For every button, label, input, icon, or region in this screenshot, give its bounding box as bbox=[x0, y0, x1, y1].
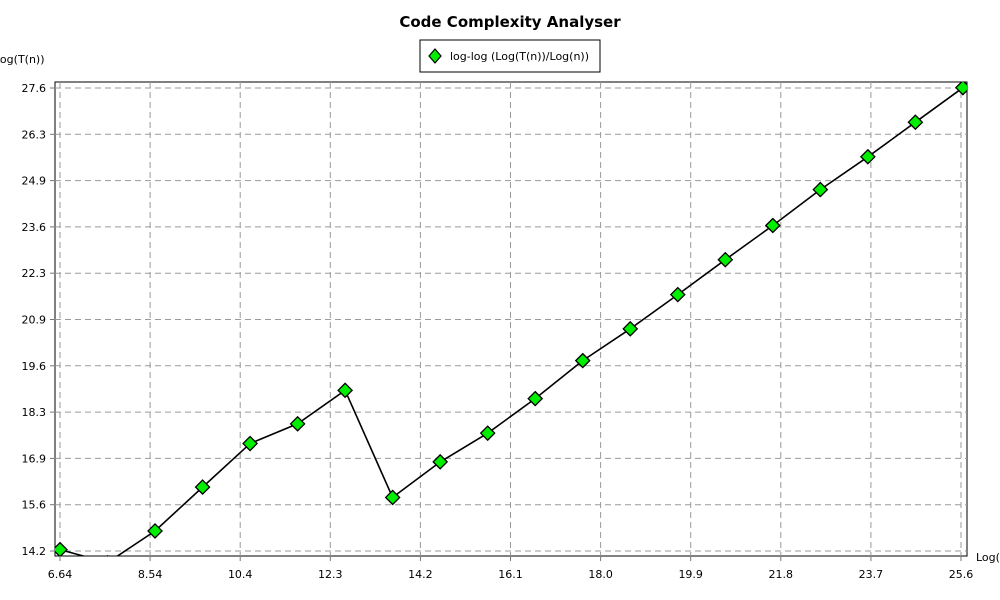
data-point bbox=[622, 320, 639, 337]
x-tick-label: 14.2 bbox=[408, 568, 433, 581]
data-point bbox=[242, 435, 259, 452]
y-tick-label: 26.3 bbox=[22, 128, 47, 141]
x-tick-labels: 6.64 8.54 10.4 12.3 14.2 16.1 18.0 19.9 21.8 23.7… bbox=[48, 556, 974, 581]
y-tick-label: 14.2 bbox=[22, 545, 47, 558]
x-tick-label: 12.3 bbox=[318, 568, 343, 581]
data-point bbox=[574, 352, 591, 369]
y-tick-label: 24.9 bbox=[22, 175, 47, 188]
x-tick-label: 10.4 bbox=[228, 568, 253, 581]
data-point bbox=[289, 415, 306, 432]
series-line bbox=[59, 87, 964, 556]
x-tick-label: 18.0 bbox=[588, 568, 613, 581]
x-tick-label: 21.8 bbox=[769, 568, 794, 581]
x-tick-label: 6.64 bbox=[48, 568, 73, 581]
data-point bbox=[717, 251, 734, 268]
x-tick-label: 8.54 bbox=[138, 568, 163, 581]
y-tick-labels: 14.2 15.6 16.9 18.3 19.6 20.9 22.3 23.6 24.9 26.3… bbox=[22, 82, 55, 558]
data-point bbox=[55, 541, 68, 556]
x-tick-label: 25.6 bbox=[949, 568, 974, 581]
x-axis-label: Log(n) bbox=[976, 551, 1000, 564]
y-tick-label: 27.6 bbox=[22, 82, 47, 95]
y-tick-label: 23.6 bbox=[22, 221, 47, 234]
legend-marker bbox=[428, 48, 442, 64]
y-tick-label: 18.3 bbox=[22, 406, 47, 419]
data-point bbox=[106, 554, 109, 556]
data-point bbox=[432, 453, 449, 470]
legend-box bbox=[419, 39, 601, 73]
data-point bbox=[954, 82, 967, 96]
legend-label: log-log (Log(T(n))/Log(n)) bbox=[450, 50, 589, 63]
chart-title: Code Complexity Analyser bbox=[399, 13, 621, 31]
data-point bbox=[764, 217, 781, 234]
data-point bbox=[669, 286, 686, 303]
data-point bbox=[147, 523, 163, 539]
data-series bbox=[55, 82, 967, 556]
y-axis-label: Log(T(n)) bbox=[0, 53, 45, 66]
x-tick-label: 19.9 bbox=[678, 568, 703, 581]
data-point bbox=[479, 425, 496, 442]
data-point bbox=[194, 479, 211, 495]
data-point bbox=[859, 148, 876, 165]
data-point bbox=[907, 114, 924, 131]
y-tick-label: 22.3 bbox=[22, 267, 47, 280]
data-point bbox=[337, 382, 354, 399]
y-tick-label: 20.9 bbox=[22, 314, 47, 327]
x-tick-label: 23.7 bbox=[859, 568, 884, 581]
y-tick-label: 16.9 bbox=[22, 452, 47, 465]
legend: log-log (Log(T(n))/Log(n)) bbox=[419, 39, 601, 73]
y-tick-label: 19.6 bbox=[22, 360, 47, 373]
data-point bbox=[812, 181, 829, 198]
y-tick-label: 15.6 bbox=[22, 499, 47, 512]
x-tick-label: 16.1 bbox=[498, 568, 523, 581]
data-point bbox=[527, 390, 544, 407]
data-point bbox=[384, 489, 401, 506]
